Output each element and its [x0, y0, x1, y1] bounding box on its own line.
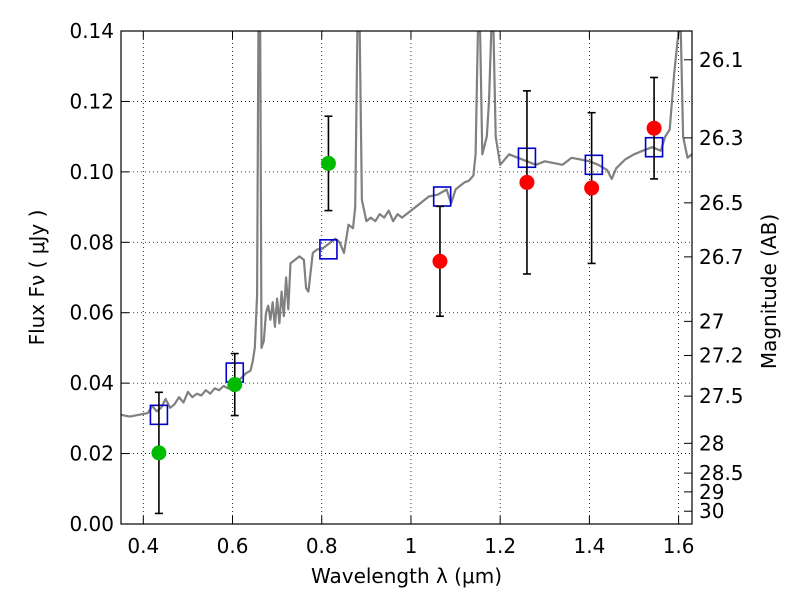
tick-layer: 0.4 0.6 0.8 1 1.2 1.4 1.6 0.00 0.02 0.04 0.06 0.08 0…	[69, 19, 743, 558]
magnitude-tick-label: 26.3	[699, 126, 744, 150]
magnitude-tick-label: 28	[699, 431, 724, 455]
magnitude-tick-label: 26.5	[699, 191, 744, 215]
magnitude-tick-label: 27.5	[699, 384, 744, 408]
observed-flux-point	[519, 174, 535, 190]
observed-flux-point	[227, 377, 243, 393]
y-tick-label: 0.08	[69, 230, 114, 254]
magnitude-tick-label: 28.5	[699, 461, 744, 485]
observed-flux-point	[151, 445, 167, 461]
observed-flux-point	[320, 155, 336, 171]
observed-flux-point	[432, 253, 448, 269]
magnitude-tick-label: 26.1	[699, 48, 744, 72]
magnitude-tick-label: 29	[699, 480, 724, 504]
magnitude-tick-label: 30	[699, 499, 724, 523]
observed-flux-point	[584, 180, 600, 196]
plot-layer	[121, 31, 692, 515]
y-axis-label: Flux Fν ( μJy )	[25, 210, 49, 346]
x-tick-label: 0.8	[306, 534, 338, 558]
magnitude-tick-label: 27	[699, 309, 724, 333]
y-tick-label: 0.02	[69, 442, 114, 466]
magnitude-axis-label: Magnitude (AB)	[757, 214, 781, 369]
y-tick-label: 0.06	[69, 301, 114, 325]
y-tick-label: 0.14	[69, 19, 114, 43]
model-flux-square	[584, 154, 604, 176]
magnitude-tick-label: 27.2	[699, 343, 744, 367]
y-tick-label: 0.00	[69, 512, 114, 536]
x-tick-label: 0.4	[127, 534, 159, 558]
x-tick-label: 1	[405, 534, 418, 558]
observed-flux-point	[646, 120, 662, 136]
y-tick-label: 0.12	[69, 89, 114, 113]
x-tick-label: 0.6	[217, 534, 249, 558]
x-tick-label: 1.6	[663, 534, 695, 558]
x-tick-label: 1.4	[573, 534, 605, 558]
x-axis-label: Wavelength λ (μm)	[311, 564, 502, 588]
x-tick-label: 1.2	[484, 534, 516, 558]
plot-frame	[120, 30, 693, 525]
grid-layer	[121, 31, 692, 524]
y-tick-label: 0.10	[69, 160, 114, 184]
spectrum-line	[121, 31, 692, 418]
magnitude-tick-label: 26.7	[699, 245, 744, 269]
y-tick-label: 0.04	[69, 371, 114, 395]
model-flux-square	[319, 239, 338, 260]
